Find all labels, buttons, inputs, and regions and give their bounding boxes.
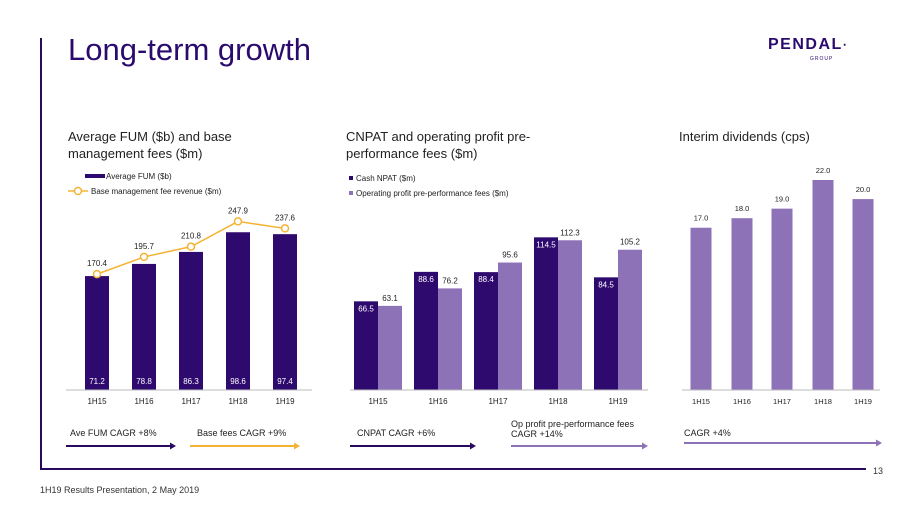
fum-bar-1H18: [226, 232, 250, 390]
chart1-x-tick-1H18: 1H18: [228, 397, 248, 406]
cnpat-bar-1H15: [354, 301, 378, 390]
chart1-x-tick-1H17: 1H17: [181, 397, 201, 406]
legend-opprofit-label: Operating profit pre-performance fees ($…: [356, 189, 509, 198]
cnpat-value-label-1H18: 114.5: [536, 240, 556, 249]
chart1-cagr-fees: Base fees CAGR +9%: [197, 428, 287, 438]
fum-bar-1H17: [179, 251, 203, 390]
dividend-value-label-1H15: 17.0: [694, 214, 709, 223]
fee-value-label-1H17: 210.8: [181, 232, 202, 241]
chart3-cagr-arrow-head: [876, 439, 882, 447]
dividend-bar-1H19: [852, 199, 874, 390]
chart2-cagr-opprofit: Op profit pre-performance fees CAGR +14%: [511, 419, 635, 439]
cnpat-value-label-1H16: 88.6: [418, 275, 434, 284]
chart2-x-tick-1H17: 1H17: [488, 397, 508, 406]
dividend-value-label-1H18: 22.0: [816, 166, 831, 175]
fum-bar-1H16: [132, 263, 156, 390]
chart2-cagr-cnpat: CNPAT CAGR +6%: [357, 428, 436, 438]
legend-fum-label: Average FUM ($b): [106, 172, 172, 181]
chart3-title: Interim dividends (cps): [679, 129, 810, 144]
frame-bottom-rule: [40, 468, 866, 470]
cnpat-value-label-1H17: 88.4: [478, 275, 494, 284]
chart2-cnpat-cagr-arrow-head: [470, 442, 476, 450]
footer-text: 1H19 Results Presentation, 2 May 2019: [40, 485, 200, 495]
chart2-x-tick-1H16: 1H16: [428, 397, 448, 406]
logo-subtext: GROUP: [810, 56, 834, 62]
cnpat-value-label-1H15: 66.5: [358, 304, 374, 313]
fum-value-label-1H18: 98.6: [230, 377, 246, 386]
legend-cnpat-swatch: [349, 176, 353, 180]
cnpat-value-label-1H19: 84.5: [598, 280, 614, 289]
chart3-x-tick-1H15: 1H15: [692, 397, 710, 406]
chart3-x-tick-1H17: 1H17: [773, 397, 791, 406]
fee-value-label-1H16: 195.7: [134, 242, 155, 251]
fee-value-label-1H19: 237.6: [275, 213, 296, 222]
fum-value-label-1H19: 97.4: [277, 377, 293, 386]
fum-bar-1H15: [85, 276, 109, 390]
opprofit-value-label-1H17: 95.6: [502, 251, 518, 260]
fum-value-label-1H17: 86.3: [183, 377, 199, 386]
chart1-cagr-fum: Ave FUM CAGR +8%: [70, 428, 157, 438]
chart3-x-tick-1H19: 1H19: [854, 397, 872, 406]
dividend-bar-1H18: [812, 180, 834, 390]
chart2-opprofit-cagr-arrow-head: [642, 442, 648, 450]
opprofit-value-label-1H18: 112.3: [560, 228, 580, 237]
fee-point-1H15: [92, 269, 102, 279]
frame-left-rule: [40, 38, 42, 470]
legend-fee-swatch-marker: [73, 186, 83, 196]
chart2-x-tick-1H15: 1H15: [368, 397, 388, 406]
opprofit-bar-1H15: [378, 305, 402, 390]
dividend-value-label-1H16: 18.0: [735, 204, 750, 213]
chart3-cagr: CAGR +4%: [684, 428, 731, 438]
opprofit-bar-1H19: [618, 249, 642, 390]
chart2-x-tick-1H18: 1H18: [548, 397, 568, 406]
cnpat-bar-1H18: [534, 237, 558, 390]
pendal-logo: PENDAL⋅: [768, 36, 849, 53]
dividend-value-label-1H19: 20.0: [856, 185, 871, 194]
fum-value-label-1H16: 78.8: [136, 377, 152, 386]
opprofit-value-label-1H16: 76.2: [442, 276, 458, 285]
dividend-bar-1H17: [771, 208, 793, 390]
dividend-bar-1H16: [731, 218, 753, 390]
chart1-x-tick-1H15: 1H15: [87, 397, 107, 406]
opprofit-value-label-1H15: 63.1: [382, 294, 398, 303]
fee-point-1H17: [186, 242, 196, 251]
fee-point-1H19: [280, 224, 290, 233]
chart3-x-tick-1H16: 1H16: [733, 397, 751, 406]
legend-cnpat-label: Cash NPAT ($m): [356, 174, 416, 183]
fee-value-label-1H15: 170.4: [87, 259, 108, 268]
chart1-fum-cagr-arrow-head: [170, 442, 176, 450]
logo-text: PENDAL: [768, 36, 843, 53]
cnpat-bar-1H17: [474, 272, 498, 390]
chart2-title: CNPAT and operating profit pre-performan…: [346, 129, 531, 161]
chart1-title: Average FUM ($b) and base management fee…: [68, 129, 232, 161]
cnpat-bar-1H16: [414, 271, 438, 390]
fee-point-1H18: [233, 217, 243, 226]
opprofit-value-label-1H19: 105.2: [620, 238, 641, 247]
fum-value-label-1H15: 71.2: [89, 377, 105, 386]
opprofit-bar-1H17: [498, 262, 522, 390]
dividend-value-label-1H17: 19.0: [775, 195, 790, 204]
chart2-x-tick-1H19: 1H19: [608, 397, 628, 406]
legend-fee-label: Base management fee revenue ($m): [91, 187, 222, 196]
opprofit-bar-1H16: [438, 288, 462, 390]
fum-bar-1H19: [273, 234, 297, 390]
opprofit-bar-1H18: [558, 240, 582, 390]
legend-fum-swatch: [85, 174, 105, 178]
fee-value-label-1H18: 247.9: [228, 206, 249, 215]
chart1-x-tick-1H19: 1H19: [275, 397, 295, 406]
chart1-fee-cagr-arrow-head: [294, 442, 300, 450]
dividend-bar-1H15: [690, 227, 712, 390]
legend-opprofit-swatch: [349, 191, 353, 195]
chart1-x-tick-1H16: 1H16: [134, 397, 154, 406]
cnpat-bar-1H19: [594, 277, 618, 390]
chart3-x-tick-1H18: 1H18: [814, 397, 832, 406]
page-title: Long-term growth: [68, 32, 311, 67]
fee-point-1H16: [139, 252, 149, 262]
page-number: 13: [873, 466, 884, 476]
